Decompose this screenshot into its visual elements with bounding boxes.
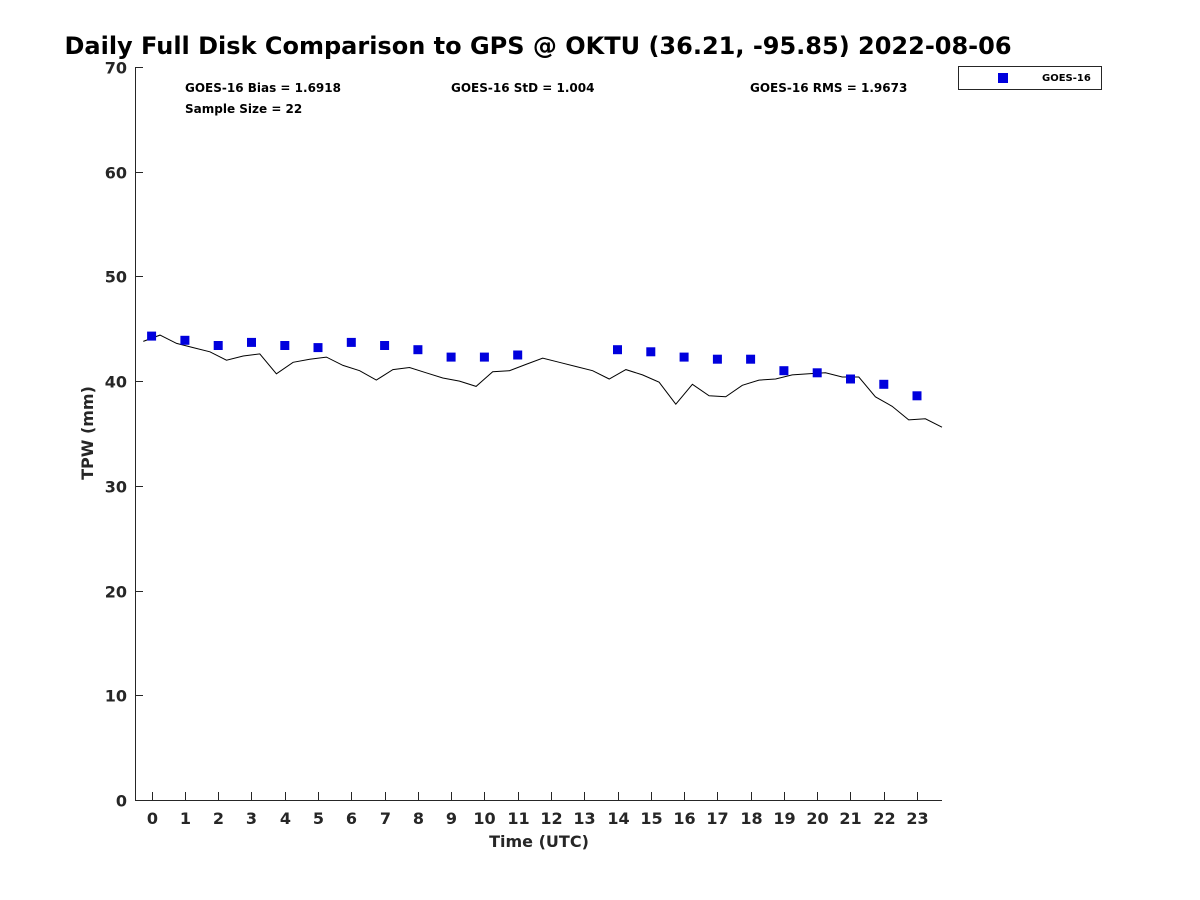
x-tick-label: 19 <box>773 809 795 828</box>
goes16-point <box>712 354 722 364</box>
y-axis-label: TPW (mm) <box>78 386 97 480</box>
x-tick-label: 2 <box>213 809 224 828</box>
goes16-point <box>446 352 456 362</box>
std-annotation: GOES-16 StD = 1.004 <box>451 81 594 95</box>
goes16-point <box>180 335 190 345</box>
x-tick-label: 4 <box>280 809 291 828</box>
x-axis-ticks: 0 1 2 3 4 5 6 7 8 9 10 11 12 13 14 15 16 17 18 19 20 21 22 23 <box>147 792 929 828</box>
goes16-point <box>247 337 256 347</box>
x-axis-label: Time (UTC) <box>489 832 589 851</box>
goes16-point <box>879 379 889 389</box>
goes16-point <box>380 341 390 350</box>
legend-marker-goes16 <box>998 73 1008 83</box>
x-tick-label: 7 <box>380 809 391 828</box>
x-tick-label: 1 <box>180 809 191 828</box>
goes16-point <box>779 366 789 376</box>
goes16-point <box>213 341 223 350</box>
sample-size-annotation: Sample Size = 22 <box>185 102 302 116</box>
legend-label-goes16: GOES-16 <box>1042 73 1091 84</box>
goes16-point <box>280 341 290 350</box>
goes16-point <box>147 331 157 341</box>
goes16-point <box>413 345 423 355</box>
chart-title: Daily Full Disk Comparison to GPS @ OKTU… <box>64 32 1011 60</box>
goes16-point <box>613 345 622 355</box>
x-tick-label: 14 <box>607 809 629 828</box>
x-tick-label: 18 <box>740 809 762 828</box>
legend-box <box>958 66 1102 90</box>
goes16-point <box>679 352 689 362</box>
goes16-point <box>479 352 489 362</box>
x-tick-label: 17 <box>706 809 728 828</box>
y-tick-label: 0 <box>116 792 127 811</box>
y-axis-ticks: 0 10 20 30 40 50 60 70 <box>105 59 143 811</box>
x-tick-label: 15 <box>640 809 662 828</box>
x-tick-label: 5 <box>313 809 324 828</box>
y-tick-label: 30 <box>105 478 127 497</box>
y-tick-label: 60 <box>105 164 127 183</box>
y-tick-label: 10 <box>105 687 127 706</box>
x-tick-label: 13 <box>573 809 595 828</box>
series-layer <box>143 331 943 428</box>
rms-annotation: GOES-16 RMS = 1.9673 <box>750 81 907 95</box>
y-tick-label: 50 <box>105 268 127 287</box>
goes16-point <box>912 391 922 401</box>
x-tick-label: 16 <box>673 809 695 828</box>
x-tick-label: 6 <box>346 809 357 828</box>
goes16-point <box>846 374 855 384</box>
x-tick-label: 11 <box>507 809 529 828</box>
bias-annotation: GOES-16 Bias = 1.6918 <box>185 81 341 95</box>
x-tick-label: 8 <box>413 809 424 828</box>
x-tick-label: 21 <box>839 809 861 828</box>
y-tick-label: 40 <box>105 373 127 392</box>
gps-tpw-line <box>143 334 943 428</box>
goes16-point <box>646 347 656 357</box>
goes16-point <box>812 368 822 378</box>
goes16-point <box>513 350 523 360</box>
x-tick-label: 0 <box>147 809 158 828</box>
goes16-point <box>313 343 323 353</box>
x-tick-label: 9 <box>446 809 457 828</box>
x-tick-label: 3 <box>246 809 257 828</box>
y-tick-label: 20 <box>105 583 127 602</box>
x-tick-label: 12 <box>540 809 562 828</box>
x-tick-label: 23 <box>906 809 928 828</box>
y-tick-label: 70 <box>105 59 127 78</box>
x-tick-label: 10 <box>473 809 495 828</box>
x-tick-label: 20 <box>806 809 828 828</box>
legend: GOES-16 <box>958 66 1102 90</box>
goes16-point <box>346 337 356 347</box>
x-tick-label: 22 <box>873 809 895 828</box>
goes16-point <box>746 354 756 364</box>
